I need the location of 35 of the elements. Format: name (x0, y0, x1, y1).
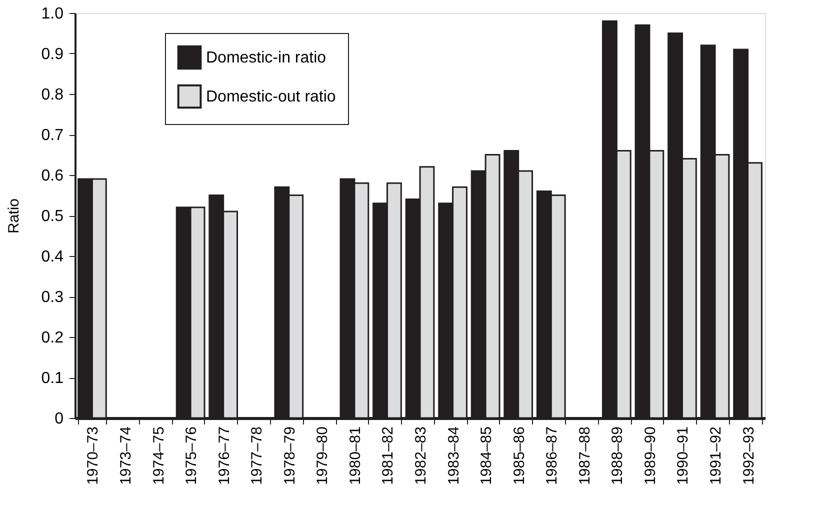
y-tick-label: 0.5 (41, 208, 64, 225)
x-tick-label: 1986–87 (544, 426, 561, 485)
x-tick-label: 1980–81 (346, 426, 364, 485)
x-tick-label: 1990–91 (674, 426, 692, 485)
x-tick-label: 1989–90 (642, 426, 659, 485)
x-tick-label: 1981–82 (380, 426, 397, 485)
x-tick-label: 1984–85 (478, 426, 496, 485)
x-tick-label: 1976–77 (216, 426, 233, 485)
y-tick-label: 0.3 (41, 289, 64, 306)
x-tick-label: 1985–86 (510, 426, 528, 485)
y-tick-label: 0.9 (41, 46, 64, 63)
y-tick-label: 0 (54, 410, 64, 428)
x-tick-label: 1992–93 (740, 426, 758, 485)
x-tick-label: 1970–73 (84, 426, 102, 485)
x-tick-label: 1987–88 (576, 426, 594, 485)
x-tick-label: 1977–78 (248, 426, 266, 485)
y-axis-title: Ratio (5, 198, 22, 234)
y-tick-label: 0.4 (41, 248, 64, 266)
x-tick-label: 1982–83 (412, 426, 430, 485)
y-tick-label: 0.1 (41, 370, 64, 387)
x-tick-label: 1975–76 (183, 426, 200, 485)
y-tick-label: 0.6 (41, 168, 64, 184)
y-tick-label: 0.2 (41, 330, 64, 346)
x-tick-label: 1988–89 (609, 426, 626, 485)
x-tick-label: 1991–92 (708, 426, 725, 485)
legend-label: Domestic-in ratio (206, 50, 326, 66)
x-tick-label: 1978–79 (281, 426, 298, 485)
x-tick-label: 1973–74 (117, 426, 134, 485)
x-tick-label: 1974–75 (150, 426, 168, 485)
y-tick-label: 1.0 (41, 6, 64, 22)
x-tick-label: 1979–80 (314, 426, 332, 485)
legend-label: Domestic-out ratio (206, 88, 336, 106)
x-tick-label: 1983–84 (445, 426, 462, 485)
y-tick-label: 0.7 (41, 127, 64, 144)
y-tick-label: 0.8 (41, 86, 64, 104)
